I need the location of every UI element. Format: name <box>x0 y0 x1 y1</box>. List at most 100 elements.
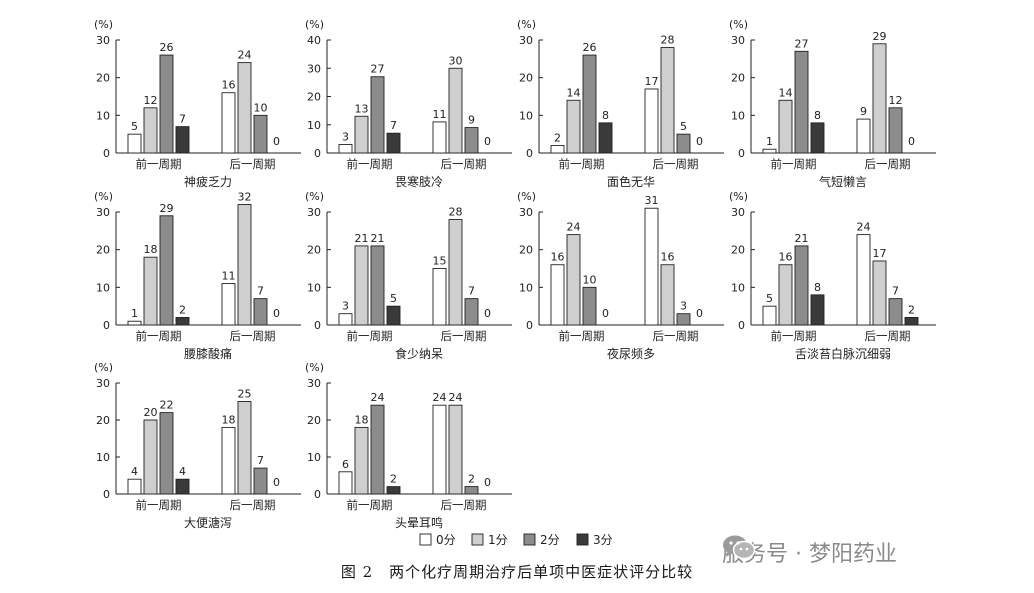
panel-2-bar <box>432 121 447 154</box>
panel-2-data-label: 0 <box>484 135 491 148</box>
panel-8-y-tick-label: 20 <box>731 244 745 257</box>
panel-2-data-label: 27 <box>371 63 385 76</box>
panel-3-bar <box>566 99 581 154</box>
panel-8-bar <box>778 264 793 326</box>
panel-9-y-tick-label: 10 <box>96 451 110 464</box>
panel-8-data-label: 24 <box>857 221 871 234</box>
panel-3-data-label: 26 <box>583 41 597 54</box>
panel-3-bar <box>582 54 597 154</box>
panel-9-data-label: 18 <box>222 413 236 426</box>
panel-4-y-tick-label: 30 <box>731 34 745 47</box>
panel-8-data-label: 21 <box>795 232 809 245</box>
panel-4-bar <box>778 99 793 154</box>
panel-10-data-label: 18 <box>355 413 369 426</box>
panel-10-data-label: 24 <box>449 391 463 404</box>
panel-5-data-label: 1 <box>131 307 138 320</box>
panel-1-x-tick-label: 前一周期 <box>136 157 182 171</box>
panel-7-data-label: 0 <box>696 307 703 320</box>
panel-6-data-label: 15 <box>433 255 447 268</box>
panel-1-bar <box>253 114 268 154</box>
figure-caption: 图 2 两个化疗周期治疗后单项中医症状评分比较 <box>340 563 694 581</box>
panel-4-bar <box>872 43 887 154</box>
panel-9-x-tick-label: 前一周期 <box>136 498 182 512</box>
panel-3-y-tick-label: 10 <box>519 109 533 122</box>
panel-4-data-label: 29 <box>873 30 887 43</box>
panel-5-data-label: 32 <box>238 190 252 203</box>
panel-4-bar <box>794 50 809 154</box>
panel-2-data-label: 7 <box>390 119 397 132</box>
panel-7-y-label: (%) <box>517 190 536 203</box>
panel-2-bar <box>354 115 369 154</box>
panel-6-y-tick-label: 10 <box>307 281 321 294</box>
panel-2-bar <box>386 132 401 154</box>
panel-10-title: 头晕耳鸣 <box>395 515 443 530</box>
panel-1-bar <box>175 126 190 154</box>
panel-5-bar <box>159 215 174 326</box>
panel-4-data-label: 14 <box>779 86 793 99</box>
panel-2-y-tick-label: 30 <box>307 62 321 75</box>
panel-2-y-label: (%) <box>305 18 324 31</box>
panel-10-y-label: (%) <box>305 361 324 374</box>
panel-7-data-label: 31 <box>645 194 659 207</box>
legend-swatch <box>419 533 432 546</box>
panel-2-y-tick-label: 10 <box>307 119 321 132</box>
panel-7-bar <box>676 313 691 326</box>
panel-9-bar <box>159 412 174 495</box>
panel-1-bar <box>237 62 252 154</box>
panel-6-x-tick-label: 后一周期 <box>441 329 487 343</box>
panel-7-data-label: 16 <box>661 251 675 264</box>
watermark: 服务号 · 梦阳药业 <box>722 534 897 570</box>
panel-10-data-label: 2 <box>390 473 397 486</box>
panel-3-data-label: 17 <box>645 75 659 88</box>
panel-6-y-tick-label: 30 <box>307 206 321 219</box>
panel-4-data-label: 12 <box>889 94 903 107</box>
panel-1-data-label: 0 <box>273 135 280 148</box>
panel-7-data-label: 16 <box>551 251 565 264</box>
panel-9-data-label: 22 <box>160 399 174 412</box>
panel-4-y-tick-label: 10 <box>731 109 745 122</box>
panel-10-y-tick-label: 20 <box>307 414 321 427</box>
panel-3-bar <box>550 145 565 154</box>
panel-4-data-label: 0 <box>908 135 915 148</box>
panel-2-data-label: 3 <box>342 131 349 144</box>
panel-6-y-tick-label: 20 <box>307 244 321 257</box>
panel-3-x-tick-label: 前一周期 <box>559 157 605 171</box>
panel-5-y-tick-label: 30 <box>96 206 110 219</box>
panel-2-title: 畏寒肢冷 <box>395 174 443 189</box>
panel-6-x-tick-label: 前一周期 <box>347 329 393 343</box>
panel-7-title: 夜尿频多 <box>607 346 655 361</box>
panel-3-data-label: 5 <box>680 120 687 133</box>
panel-8-bar <box>856 234 871 326</box>
panel-3-data-label: 14 <box>567 86 581 99</box>
panel-3-data-label: 0 <box>696 135 703 148</box>
panel-3-data-label: 28 <box>661 34 675 47</box>
panel-2-data-label: 30 <box>449 54 463 67</box>
panel-10-bar <box>432 404 447 495</box>
legend-swatch <box>576 533 589 546</box>
panel-3-data-label: 8 <box>602 109 609 122</box>
panel-8-data-label: 8 <box>814 281 821 294</box>
panel-3-bar <box>676 133 691 154</box>
panel-9-data-label: 7 <box>257 454 264 467</box>
panel-6-bar <box>386 305 401 326</box>
panel-5-x-tick-label: 后一周期 <box>230 329 276 343</box>
panel-7-bar <box>582 286 597 326</box>
panel-9-bar <box>143 419 158 495</box>
panel-1-data-label: 10 <box>254 101 268 114</box>
panel-8-title: 舌淡苔白脉沉细弱 <box>795 346 891 361</box>
panel-9-bar <box>175 478 190 495</box>
panel-7-bar <box>550 264 565 326</box>
panel-6-bar <box>464 298 479 326</box>
panel-8-data-label: 5 <box>766 292 773 305</box>
panel-1-x-tick-label: 后一周期 <box>230 157 276 171</box>
panel-10-bar <box>338 471 353 495</box>
panel-9-y-label: (%) <box>94 361 113 374</box>
panel-3-bar <box>598 122 613 154</box>
legend-label: 2分 <box>540 533 560 547</box>
panel-6-data-label: 28 <box>449 206 463 219</box>
panel-2-x-tick-label: 后一周期 <box>441 157 487 171</box>
panel-7-bar <box>644 207 659 326</box>
panel-7-x-tick-label: 后一周期 <box>653 329 699 343</box>
panel-5-data-label: 2 <box>179 303 186 316</box>
